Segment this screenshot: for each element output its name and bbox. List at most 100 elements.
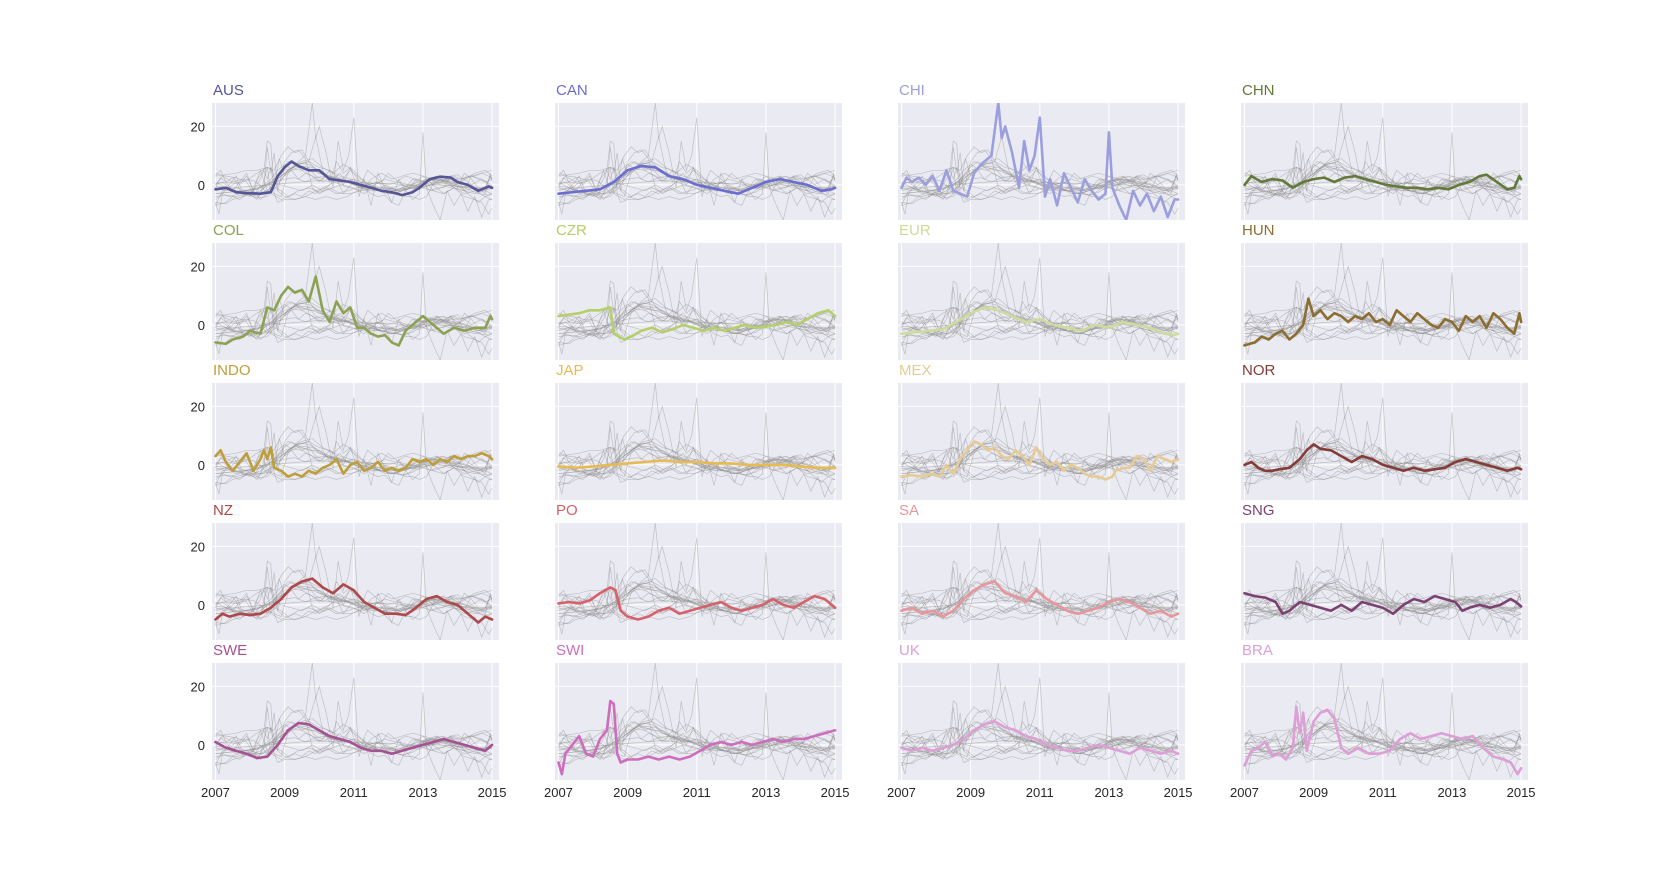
panel-aus: AUS 20 0: [191, 82, 499, 220]
panel-plot-area: [1243, 243, 1523, 360]
background-series-chn: [558, 734, 836, 750]
background-series-indo: [901, 587, 1179, 618]
background-series-bra: [901, 286, 1179, 355]
x-tick-label: 2009: [956, 785, 985, 800]
background-series-aus: [215, 581, 493, 616]
panel-plot-area: [214, 523, 494, 640]
background-series-indo: [558, 447, 836, 478]
background-series-sa: [1244, 301, 1522, 338]
background-series-mex: [215, 161, 493, 200]
background-series-bra: [215, 426, 493, 495]
background-series-bra: [901, 706, 1179, 775]
background-series-eur: [558, 587, 836, 616]
background-series-indo: [1244, 727, 1522, 758]
series-line-swi: [557, 699, 837, 776]
background-series-sng: [215, 172, 493, 195]
background-series-aus: [901, 301, 1179, 336]
series-line-hun: [1243, 297, 1523, 347]
background-series-indo: [215, 307, 493, 338]
panel-plot-area: [214, 243, 494, 360]
background-series-swe: [558, 442, 836, 479]
background-series-sng: [1244, 172, 1522, 195]
background-series-sng: [1244, 452, 1522, 475]
background-series-col: [215, 136, 493, 206]
series-line-chi: [900, 103, 1180, 220]
background-series-can: [215, 305, 493, 335]
background-series-mex: [558, 581, 836, 620]
panel-background: [212, 383, 499, 500]
background-series-aus: [1244, 441, 1522, 476]
background-series-eur: [901, 587, 1179, 616]
panel-background: [1241, 383, 1528, 500]
background-series-chn: [215, 734, 493, 750]
panel-title: COL: [213, 222, 244, 239]
series-line-czr: [557, 306, 837, 341]
background-series-uk: [1244, 581, 1522, 615]
background-series-po: [901, 726, 1179, 760]
background-series-sng: [901, 452, 1179, 475]
panel-title: NZ: [213, 502, 233, 519]
background-series-chi: [1244, 383, 1522, 500]
background-series-jap: [901, 180, 1179, 189]
background-series-po: [901, 166, 1179, 200]
background-series-swe: [1244, 582, 1522, 619]
x-tick-label: 2009: [613, 785, 642, 800]
background-series-hun: [558, 158, 836, 206]
panel-background: [1241, 103, 1528, 220]
panel-plot-area: [1243, 663, 1523, 780]
background-series-sa: [558, 161, 836, 198]
series-line-bra: [1243, 705, 1523, 776]
panel-swe: SWE 20 0 2007 2009 2011 2013 2015: [191, 642, 507, 800]
x-tick-label: 2015: [821, 785, 850, 800]
background-series-chi: [215, 523, 493, 640]
background-series-uk: [215, 581, 493, 615]
background-series-czr: [558, 166, 836, 200]
background-series-chn: [1244, 594, 1522, 610]
panel-sng: SNG: [1241, 502, 1528, 640]
x-tick-label: 2011: [683, 785, 711, 800]
panel-background: [1241, 663, 1528, 780]
background-series-jap: [901, 320, 1179, 329]
panel-plot-area: [900, 243, 1180, 360]
background-series-mex: [901, 721, 1179, 760]
background-series-col: [901, 136, 1179, 206]
background-series-indo: [901, 167, 1179, 198]
background-series-nz: [558, 578, 836, 623]
background-series-po: [215, 166, 493, 200]
background-series-chi: [1244, 243, 1522, 360]
background-series-swi: [215, 140, 493, 215]
background-series-swi: [901, 280, 1179, 355]
background-series-col: [1244, 276, 1522, 346]
panel-chi: CHI: [898, 82, 1185, 220]
panel-plot-area: [900, 663, 1180, 780]
background-series-aus: [558, 441, 836, 476]
background-series-eur: [215, 307, 493, 336]
background-series-po: [1244, 446, 1522, 480]
panel-title: SNG: [1242, 502, 1275, 519]
background-series-col: [558, 696, 836, 766]
background-series-jap: [901, 600, 1179, 609]
panel-plot-area: [1243, 383, 1523, 500]
background-series-chi: [1244, 103, 1522, 220]
panel-title: EUR: [899, 222, 931, 239]
panel-bra: BRA 2007 2009 2011 2013 2015: [1230, 642, 1536, 800]
panel-background: [898, 663, 1185, 780]
background-series-chi: [215, 663, 493, 780]
x-tick-label: 2015: [1507, 785, 1536, 800]
background-series-nz: [558, 718, 836, 763]
background-series-swe: [558, 302, 836, 339]
background-series-indo: [558, 587, 836, 618]
panel-plot-area: [557, 663, 837, 780]
background-series-uk: [558, 581, 836, 615]
background-series-swe: [901, 722, 1179, 759]
series-line-uk: [900, 720, 1180, 755]
y-tick-label: 0: [198, 318, 205, 333]
background-series-hun: [1244, 438, 1522, 486]
panel-background: [1241, 523, 1528, 640]
background-series-swe: [901, 162, 1179, 199]
background-series-swi: [1244, 140, 1522, 215]
background-series-col: [215, 696, 493, 766]
background-series-swi: [901, 420, 1179, 495]
panel-plot-area: [557, 103, 837, 220]
background-series-sng: [215, 592, 493, 615]
